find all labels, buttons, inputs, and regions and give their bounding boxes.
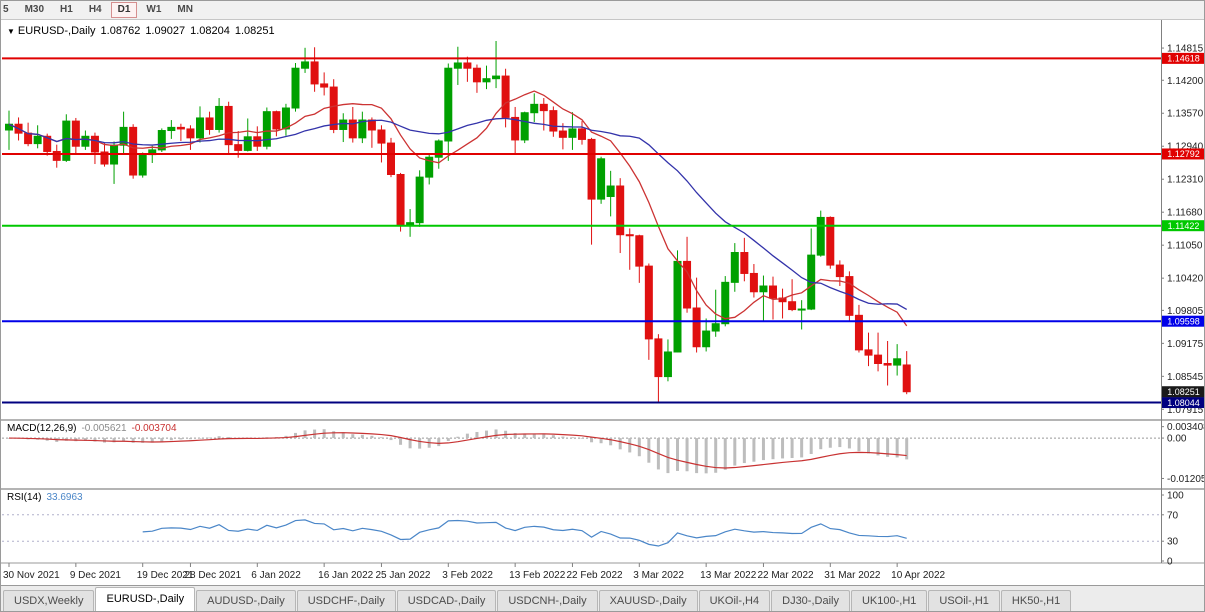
svg-text:6 Jan 2022: 6 Jan 2022 (251, 570, 301, 581)
svg-text:25 Jan 2022: 25 Jan 2022 (375, 570, 430, 581)
timeframe-toolbar: 5 M30 H1 H4 D1 W1 MN (1, 1, 1204, 20)
svg-text:1.14815: 1.14815 (1167, 44, 1204, 55)
timeframe-button-w1[interactable]: W1 (139, 2, 168, 18)
svg-text:31 Mar 2022: 31 Mar 2022 (824, 570, 881, 581)
macd-signal-line (8, 432, 907, 469)
svg-text:1.12792: 1.12792 (1167, 149, 1200, 159)
moving-average-line-24 (8, 117, 908, 311)
tab-hk50-h1[interactable]: HK50-,H1 (1000, 590, 1072, 611)
tab-xauusd-daily[interactable]: XAUUSD-,Daily (598, 590, 698, 611)
svg-text:0: 0 (1167, 557, 1173, 568)
tab-usdcad-daily[interactable]: USDCAD-,Daily (396, 590, 497, 611)
timeframe-button-h4[interactable]: H4 (82, 2, 109, 18)
svg-text:13 Mar 2022: 13 Mar 2022 (700, 570, 757, 581)
svg-text:0.00: 0.00 (1167, 434, 1187, 445)
tab-audusd-daily[interactable]: AUDUSD-,Daily (196, 590, 296, 611)
svg-text:70: 70 (1167, 510, 1179, 521)
svg-text:19 Dec 2021: 19 Dec 2021 (137, 570, 194, 581)
tab-usdx-weekly[interactable]: USDX,Weekly (3, 590, 95, 611)
timeframe-button-5[interactable]: 5 (1, 2, 16, 18)
svg-text:1.11050: 1.11050 (1167, 241, 1203, 252)
svg-text:1.07915: 1.07915 (1167, 405, 1204, 416)
svg-text:1.12310: 1.12310 (1167, 175, 1204, 186)
svg-text:1.09598: 1.09598 (1167, 316, 1200, 326)
tab-usdcnh-daily[interactable]: USDCNH-,Daily (497, 590, 598, 611)
svg-text:1.10420: 1.10420 (1167, 274, 1204, 285)
moving-average-line-10 (8, 90, 908, 327)
svg-text:100: 100 (1167, 491, 1184, 502)
svg-text:1.12940: 1.12940 (1167, 142, 1204, 153)
price-tag-1-14618 (1162, 52, 1204, 64)
svg-text:22 Mar 2022: 22 Mar 2022 (757, 570, 814, 581)
svg-text:-0.01205: -0.01205 (1167, 474, 1205, 485)
svg-text:30: 30 (1167, 537, 1179, 548)
timeframe-button-d1[interactable]: D1 (110, 2, 138, 18)
symbol-tab-bar: USDX,Weekly EURUSD-,Daily AUDUSD-,Daily USD… (1, 585, 1204, 611)
tab-ukoil-h4[interactable]: UKOil-,H4 (698, 590, 771, 611)
tab-usdchf-daily[interactable]: USDCHF-,Daily (296, 590, 396, 611)
svg-text:1.08545: 1.08545 (1167, 372, 1204, 383)
tab-uk100-h1[interactable]: UK100-,H1 (850, 590, 928, 611)
price-tag-1-12792 (1162, 148, 1204, 160)
svg-text:30 Nov 2021: 30 Nov 2021 (3, 570, 60, 581)
svg-text:10 Apr 2022: 10 Apr 2022 (891, 570, 945, 581)
svg-text:3 Mar 2022: 3 Mar 2022 (633, 570, 684, 581)
macd-histogram-layer (7, 429, 909, 474)
price-tag-1-08044 (1162, 397, 1204, 409)
svg-text:0.003408: 0.003408 (1167, 422, 1205, 433)
svg-text:1.09805: 1.09805 (1167, 306, 1204, 317)
svg-text:1.13570: 1.13570 (1167, 109, 1204, 120)
timeframe-button-h1[interactable]: H1 (53, 2, 80, 18)
svg-text:9 Dec 2021: 9 Dec 2021 (70, 570, 122, 581)
svg-text:1.09175: 1.09175 (1167, 339, 1204, 350)
svg-text:3 Feb 2022: 3 Feb 2022 (442, 570, 493, 581)
svg-text:28 Dec 2021: 28 Dec 2021 (184, 570, 241, 581)
price-axis-labels: 1.14815 1.14200 1.13570 1.12940 1.12310 1.116… (1161, 44, 1205, 568)
timeframe-button-mn[interactable]: MN (170, 2, 200, 18)
chart-dropdown-arrow-icon[interactable]: ▼ (7, 27, 15, 36)
svg-text:22 Feb 2022: 22 Feb 2022 (566, 570, 623, 581)
svg-text:16 Jan 2022: 16 Jan 2022 (318, 570, 373, 581)
price-tags-layer: 1.14618 1.12792 1.11422 1.09598 1.080441.082… (1162, 52, 1204, 409)
rsi-line (142, 519, 907, 547)
horizontal-lines-layer[interactable] (2, 57, 1161, 404)
svg-text:13 Feb 2022: 13 Feb 2022 (509, 570, 566, 581)
tab-eurusd-daily[interactable]: EURUSD-,Daily (95, 587, 196, 611)
price-tag-1-09598 (1162, 315, 1204, 327)
svg-text:1.11422: 1.11422 (1168, 221, 1200, 231)
svg-text:1.08251: 1.08251 (1167, 387, 1200, 397)
svg-text:1.11680: 1.11680 (1167, 208, 1203, 219)
price-tag-1-11422 (1162, 220, 1204, 232)
timeframe-button-m30[interactable]: M30 (18, 2, 51, 18)
svg-text:1.14618: 1.14618 (1167, 54, 1200, 64)
price-tag-1-08251 (1162, 386, 1204, 398)
tab-usoil-h1[interactable]: USOil-,H1 (928, 590, 1000, 611)
tab-dj30-daily[interactable]: DJ30-,Daily (771, 590, 850, 611)
moving-averages-layer (8, 90, 908, 327)
svg-text:1.14200: 1.14200 (1167, 76, 1204, 87)
svg-text:1.08044: 1.08044 (1167, 398, 1200, 408)
